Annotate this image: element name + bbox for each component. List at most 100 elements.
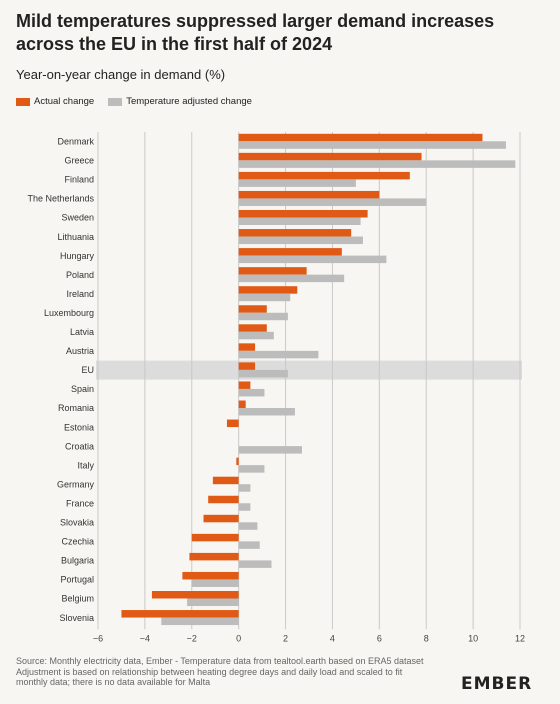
bar-actual — [238, 400, 246, 408]
category-label: Slovakia — [60, 518, 94, 528]
bar-actual — [238, 229, 352, 237]
bar-actual — [208, 495, 239, 504]
bar-actual — [236, 457, 239, 466]
category-label: Austria — [66, 346, 94, 356]
legend-label-actual: Actual change — [34, 96, 95, 107]
bar-actual — [238, 343, 256, 351]
bar-adjusted — [187, 598, 239, 606]
x-tick-label: 6 — [377, 633, 382, 642]
bar-actual — [189, 552, 239, 561]
bar-adjusted — [238, 141, 506, 149]
bar-actual — [238, 381, 251, 389]
bar-adjusted — [238, 274, 345, 283]
bar-actual — [238, 286, 298, 294]
bar-actual — [212, 476, 239, 485]
category-label: Czechia — [61, 537, 94, 547]
x-tick-label: 8 — [424, 633, 429, 642]
x-tick-label: 10 — [468, 633, 478, 642]
bar-actual — [226, 419, 239, 428]
category-label: Slovenia — [59, 613, 94, 623]
x-tick-label: 4 — [330, 633, 335, 642]
method-note: Adjustment is based on relationship betw… — [16, 666, 403, 688]
bar-adjusted — [238, 388, 265, 397]
category-label: Latvia — [70, 327, 94, 337]
category-label: Sweden — [61, 213, 94, 223]
bar-actual — [238, 190, 380, 199]
category-label: Hungary — [60, 251, 95, 261]
bar-actual — [151, 591, 239, 599]
category-label: Germany — [57, 479, 95, 489]
bar-adjusted — [238, 255, 387, 264]
x-tick-label: −6 — [93, 633, 103, 642]
bar-adjusted — [191, 579, 239, 587]
highlight-band — [96, 360, 522, 380]
bar-actual — [121, 610, 239, 618]
bar-adjusted — [238, 236, 363, 245]
source-note: Source: Monthly electricity data, Ember … — [16, 656, 424, 666]
bar-actual — [238, 267, 307, 275]
bar-adjusted — [238, 331, 274, 340]
bar-actual — [191, 533, 239, 542]
category-label: Lithuania — [57, 232, 94, 242]
category-label: Italy — [77, 460, 94, 470]
bar-adjusted — [238, 293, 291, 302]
category-label: Poland — [66, 270, 94, 280]
chart-card: Mild temperatures suppressed larger dema… — [6, 4, 552, 698]
legend-item-actual: Actual change — [16, 96, 94, 107]
category-label: Greece — [64, 156, 94, 166]
bar-adjusted — [238, 179, 356, 187]
x-tick-label: 2 — [283, 633, 288, 642]
category-label: Portugal — [60, 575, 94, 585]
bar-adjusted — [238, 198, 427, 206]
bar-adjusted — [238, 369, 288, 378]
bar-actual — [182, 571, 239, 580]
bar-actual — [238, 133, 483, 142]
bar-adjusted — [238, 503, 251, 511]
bar-adjusted — [238, 350, 319, 359]
bar-adjusted — [238, 560, 272, 568]
bar-chart: Denmark Greece Finland The Netherlands Swede… — [27, 132, 525, 642]
chart-legend: Actual change Temperature adjusted chang… — [16, 96, 266, 107]
bar-actual — [238, 305, 267, 313]
bar-actual — [238, 171, 410, 180]
legend-item-adjusted: Temperature adjusted change — [108, 96, 252, 107]
category-label: Luxembourg — [44, 308, 94, 318]
category-label: France — [66, 498, 94, 508]
bar-adjusted — [238, 522, 258, 530]
bar-adjusted — [238, 160, 516, 168]
bar-adjusted — [161, 617, 239, 626]
x-tick-label: 12 — [515, 633, 525, 642]
chart-footer: Source: Monthly electricity data, Ember … — [16, 656, 436, 688]
x-tick-label: −4 — [140, 633, 150, 642]
x-tick-label: −2 — [187, 633, 197, 642]
bar-adjusted — [238, 408, 295, 416]
category-label: Bulgaria — [61, 556, 94, 566]
category-label: Spain — [71, 384, 94, 394]
bar-adjusted — [238, 541, 260, 549]
category-label: Romania — [58, 403, 94, 413]
category-label: Croatia — [65, 441, 94, 451]
bar-adjusted — [238, 484, 251, 492]
chart-subtitle: Year-on-year change in demand (%) — [16, 67, 226, 82]
x-tick-label: 0 — [236, 633, 241, 642]
bar-adjusted — [238, 446, 302, 454]
category-label: Finland — [64, 175, 94, 185]
category-label: The Netherlands — [27, 194, 94, 204]
ember-logo: EMBER — [461, 674, 533, 694]
legend-label-adjusted: Temperature adjusted change — [126, 96, 252, 107]
chart-title: Mild temperatures suppressed larger dema… — [16, 11, 495, 54]
bar-actual — [238, 324, 267, 332]
bar-adjusted — [238, 217, 361, 225]
legend-swatch-adjusted — [108, 97, 123, 106]
category-label: EU — [81, 365, 94, 375]
category-label: Ireland — [66, 289, 94, 299]
category-label: Belgium — [61, 594, 94, 604]
bar-actual — [203, 514, 239, 523]
bar-adjusted — [238, 465, 265, 473]
category-label: Denmark — [57, 137, 94, 147]
bar-actual — [238, 152, 422, 161]
bar-actual — [238, 362, 256, 370]
legend-swatch-actual — [16, 97, 30, 106]
bar-actual — [238, 248, 342, 256]
category-label: Estonia — [64, 422, 94, 432]
